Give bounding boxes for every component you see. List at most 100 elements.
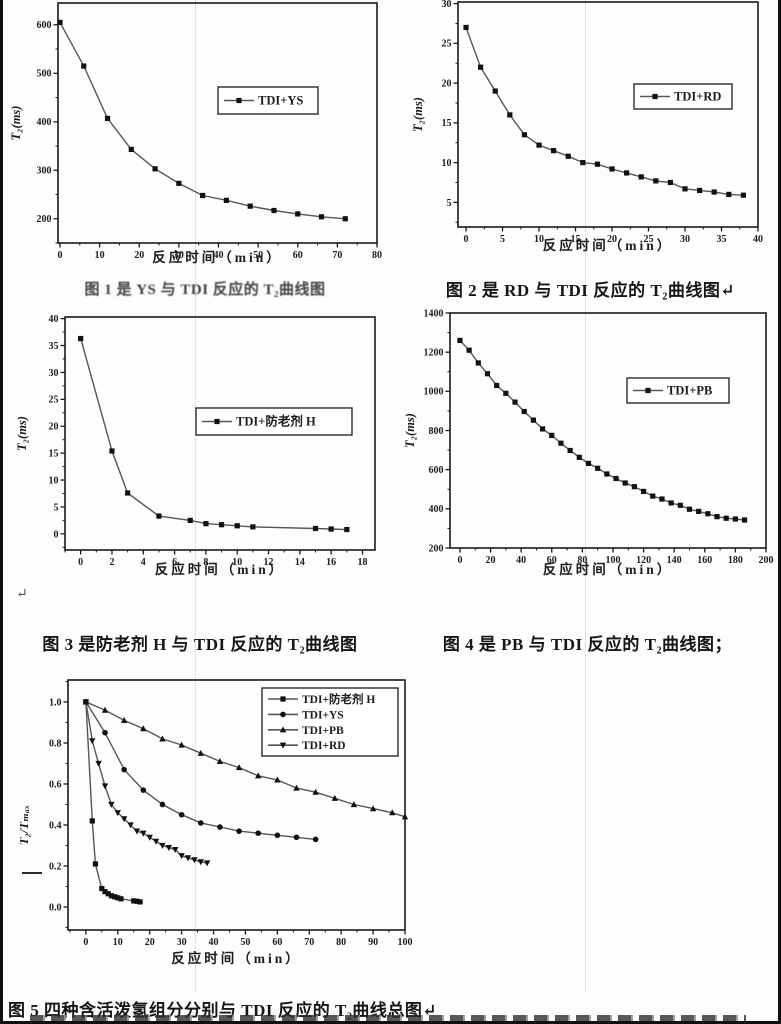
legend: TDI+RD xyxy=(633,83,733,110)
svg-text:0: 0 xyxy=(54,529,59,540)
svg-text:120: 120 xyxy=(636,555,651,566)
svg-text:15: 15 xyxy=(571,234,581,245)
svg-text:T₂(ms): T₂(ms) xyxy=(9,106,23,141)
svg-text:70: 70 xyxy=(304,937,314,948)
series-square xyxy=(457,337,748,523)
svg-text:600: 600 xyxy=(37,20,52,31)
svg-text:16: 16 xyxy=(326,557,336,568)
page-border-left xyxy=(0,0,3,1024)
svg-text:160: 160 xyxy=(697,555,712,566)
svg-text:30: 30 xyxy=(49,368,59,379)
svg-text:60: 60 xyxy=(547,555,557,566)
paragraph-mark: ↵ xyxy=(16,587,28,602)
series-circle xyxy=(83,699,319,843)
legend: TDI+YS xyxy=(217,86,319,115)
svg-text:50: 50 xyxy=(253,250,263,261)
fig1-caption: 图 1 是 YS 与 TDI 反应的 T₂曲线图 xyxy=(84,282,326,297)
svg-text:10: 10 xyxy=(534,234,544,245)
svg-text:10: 10 xyxy=(113,937,123,948)
svg-text:TDI+PB: TDI+PB xyxy=(302,725,344,737)
svg-text:反应时间（min）: 反应时间（min） xyxy=(155,561,286,577)
svg-text:10: 10 xyxy=(442,158,452,169)
svg-text:140: 140 xyxy=(667,555,682,566)
svg-text:70: 70 xyxy=(332,250,342,261)
fig5-combined-chart: 0.0 0.2 0.4 0.6 0.8 1.0 0 10 20 30 40 50 60 70 80 90 100… xyxy=(20,679,413,966)
svg-text:80: 80 xyxy=(336,937,346,948)
svg-text:5: 5 xyxy=(500,234,505,245)
svg-text:100: 100 xyxy=(398,937,413,948)
svg-text:TDI+防老剂 H: TDI+防老剂 H xyxy=(302,692,375,706)
svg-text:20: 20 xyxy=(145,937,155,948)
svg-text:25: 25 xyxy=(442,39,452,50)
svg-text:25: 25 xyxy=(644,234,654,245)
svg-text:反应时间（min）: 反应时间（min） xyxy=(543,561,674,577)
svg-text:18: 18 xyxy=(357,557,367,568)
svg-text:反应时间（min）: 反应时间（min） xyxy=(171,950,302,966)
legend: TDI+防老剂 H xyxy=(195,407,353,436)
fig2-caption: 图 2 是 RD 与 TDI 反应的 T₂曲线图↵ xyxy=(445,281,736,300)
svg-text:TDI+PB: TDI+PB xyxy=(667,384,712,398)
svg-text:40: 40 xyxy=(49,314,59,325)
svg-text:12: 12 xyxy=(264,557,274,568)
svg-text:T₂(ms): T₂(ms) xyxy=(411,97,425,132)
svg-text:30: 30 xyxy=(174,250,184,261)
svg-text:4: 4 xyxy=(141,557,146,568)
svg-text:15: 15 xyxy=(442,118,452,129)
svg-text:14: 14 xyxy=(295,557,305,568)
svg-text:5: 5 xyxy=(447,198,452,209)
legend: TDI+PB xyxy=(626,377,730,404)
svg-text:2: 2 xyxy=(109,557,114,568)
series-square xyxy=(463,24,747,198)
svg-text:TDI+YS: TDI+YS xyxy=(302,709,344,721)
svg-text:T₂/Tₘₐₓ: T₂/Tₘₐₓ xyxy=(20,805,31,845)
fig4-caption: 图 4 是 PB 与 TDI 反应的 T₂曲线图； xyxy=(442,635,733,654)
svg-text:10: 10 xyxy=(49,475,59,486)
svg-text:90: 90 xyxy=(368,937,378,948)
svg-text:反应时间（min）: 反应时间（min） xyxy=(152,249,283,265)
svg-text:TDI+RD: TDI+RD xyxy=(302,740,346,752)
series-square xyxy=(78,335,350,533)
svg-text:1.0: 1.0 xyxy=(49,697,62,708)
legend: TDI+防老剂 H TDI+YS TDI+PB TDI+RD xyxy=(261,687,399,757)
svg-text:0.2: 0.2 xyxy=(49,861,62,872)
svg-text:100: 100 xyxy=(605,555,620,566)
svg-text:50: 50 xyxy=(240,937,250,948)
series-triangle-down xyxy=(82,699,211,867)
svg-text:300: 300 xyxy=(37,166,52,177)
svg-text:0: 0 xyxy=(457,555,462,566)
svg-text:TDI+YS: TDI+YS xyxy=(258,94,303,108)
svg-text:400: 400 xyxy=(429,504,444,515)
svg-text:80: 80 xyxy=(577,555,587,566)
svg-text:600: 600 xyxy=(429,465,444,476)
series-square xyxy=(57,19,348,222)
svg-text:10: 10 xyxy=(232,557,242,568)
svg-text:35: 35 xyxy=(49,341,59,352)
svg-text:40: 40 xyxy=(213,250,223,261)
fig3-h-chart: 0 5 10 15 20 25 30 35 40 0 2 4 6 8 10 12 14 16 18 TDI+防老剂 H… xyxy=(15,314,376,577)
svg-text:200: 200 xyxy=(37,214,52,225)
svg-text:60: 60 xyxy=(293,250,303,261)
svg-text:35: 35 xyxy=(717,234,727,245)
svg-text:0: 0 xyxy=(83,937,88,948)
svg-text:500: 500 xyxy=(37,69,52,80)
fig1-caption-clipped: 图 1 是 YS 与 TDI 反应的 T₂曲线图 xyxy=(30,281,380,297)
dotted-guide-line-right xyxy=(585,0,586,992)
svg-text:5: 5 xyxy=(54,502,59,513)
svg-text:20: 20 xyxy=(49,422,59,433)
svg-text:40: 40 xyxy=(753,234,763,245)
fig3-caption: 图 3 是防老剂 H 与 TDI 反应的 T₂曲线图 xyxy=(42,635,358,654)
svg-text:15: 15 xyxy=(49,449,59,460)
svg-text:30: 30 xyxy=(680,234,690,245)
page-border-right xyxy=(778,0,781,1024)
svg-text:20: 20 xyxy=(607,234,617,245)
svg-text:TDI+RD: TDI+RD xyxy=(674,90,721,104)
svg-text:200: 200 xyxy=(429,543,444,554)
svg-text:20: 20 xyxy=(442,78,452,89)
svg-text:30: 30 xyxy=(442,0,452,10)
svg-text:60: 60 xyxy=(272,937,282,948)
svg-text:1400: 1400 xyxy=(424,308,444,319)
svg-text:6: 6 xyxy=(172,557,177,568)
fig4-pb-chart: 200 400 600 800 1000 1200 1400 0 20 40 60 80 100 120 1… xyxy=(403,308,774,577)
svg-text:20: 20 xyxy=(134,250,144,261)
